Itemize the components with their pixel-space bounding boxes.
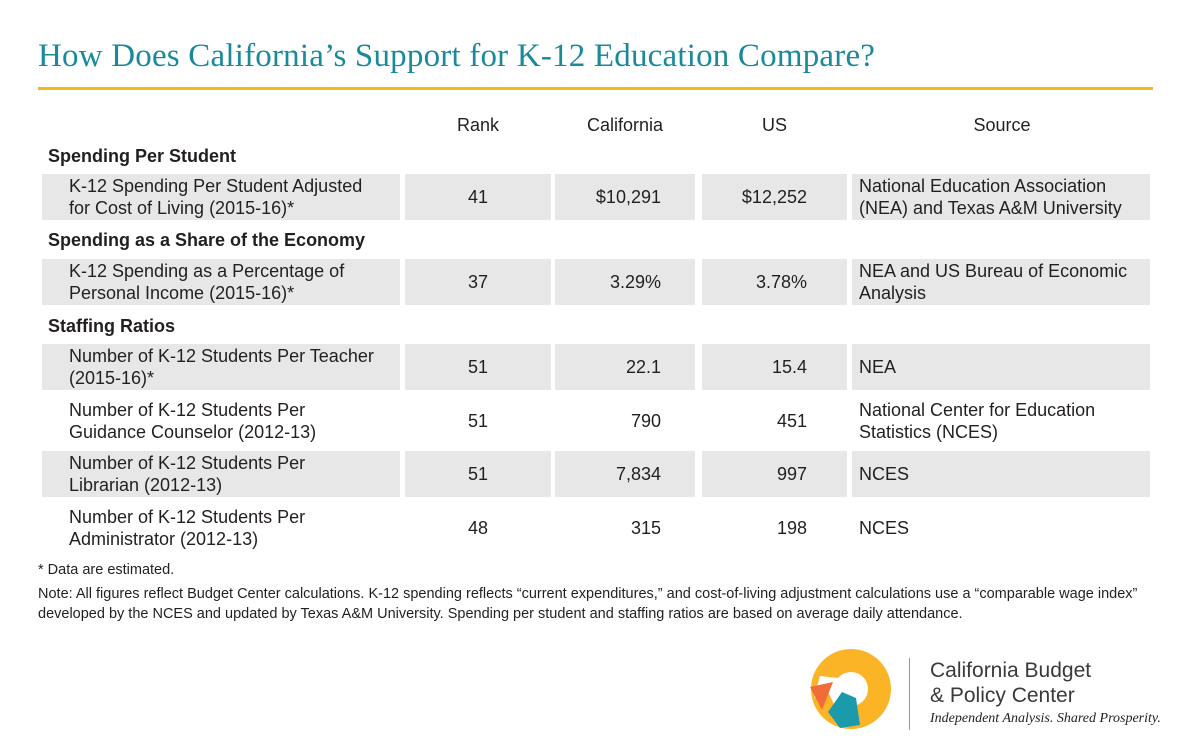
rank-cell: 51 xyxy=(405,344,551,390)
rank-cell: 41 xyxy=(405,174,551,220)
row-label: Number of K-12 Students Per Guidance Coun… xyxy=(69,400,317,442)
california-cell: $10,291 xyxy=(555,174,695,220)
california-cell: 22.1 xyxy=(555,344,695,390)
row-label: K-12 Spending as a Percentage of Personal… xyxy=(42,259,400,305)
california-cell: 7,834 xyxy=(555,451,695,497)
us-cell: 451 xyxy=(776,411,807,431)
logo-tagline: Independent Analysis. Shared Prosperity. xyxy=(930,711,1161,726)
section-heading-spending-share-economy: Spending as a Share of the Economy xyxy=(48,230,366,250)
us-cell: 997 xyxy=(702,451,847,497)
row-label: Number of K-12 Students Per Administrator… xyxy=(69,507,306,549)
rank-cell: 48 xyxy=(467,518,489,538)
california-cell: 3.29% xyxy=(555,259,695,305)
circle-arrow-logo-icon xyxy=(810,649,891,729)
methodology-note: Note: All figures reflect Budget Center … xyxy=(38,586,1138,622)
rank-cell: 37 xyxy=(405,259,551,305)
california-cell: 315 xyxy=(630,518,661,538)
row-label: K-12 Spending Per Student Adjusted for Co… xyxy=(42,174,400,220)
rank-cell: 51 xyxy=(405,451,551,497)
row-label: Number of K-12 Students Per Teacher (2015… xyxy=(42,344,400,390)
page-title: How Does California’s Support for K-12 E… xyxy=(38,38,876,74)
footnote: * Data are estimated. xyxy=(38,562,175,578)
rank-cell: 51 xyxy=(467,411,489,431)
column-header-rank: Rank xyxy=(456,115,500,135)
california-cell: 790 xyxy=(630,411,661,431)
us-cell: 198 xyxy=(776,518,807,538)
source-cell: NEA and US Bureau of Economic Analysis xyxy=(852,259,1150,305)
column-header-source: Source xyxy=(973,115,1031,135)
source-cell: National Center for Education Statistics … xyxy=(859,400,1096,442)
section-heading-staffing-ratios: Staffing Ratios xyxy=(48,316,176,336)
logo-name-line1: California Budget xyxy=(930,659,1092,682)
us-cell: $12,252 xyxy=(702,174,847,220)
us-cell: 3.78% xyxy=(702,259,847,305)
row-label: Number of K-12 Students Per Librarian (20… xyxy=(42,451,400,497)
section-heading-spending-per-student: Spending Per Student xyxy=(48,146,237,166)
column-header-us: US xyxy=(761,115,787,135)
source-cell: NCES xyxy=(852,451,1150,497)
logo-divider xyxy=(909,658,910,730)
source-cell: NEA xyxy=(852,344,1150,390)
column-header-california: California xyxy=(586,115,664,135)
title-divider xyxy=(38,87,1153,90)
logo-name-line2: & Policy Center xyxy=(930,684,1075,707)
source-cell: National Education Association (NEA) and … xyxy=(852,174,1150,220)
us-cell: 15.4 xyxy=(702,344,847,390)
source-cell: NCES xyxy=(859,518,910,538)
